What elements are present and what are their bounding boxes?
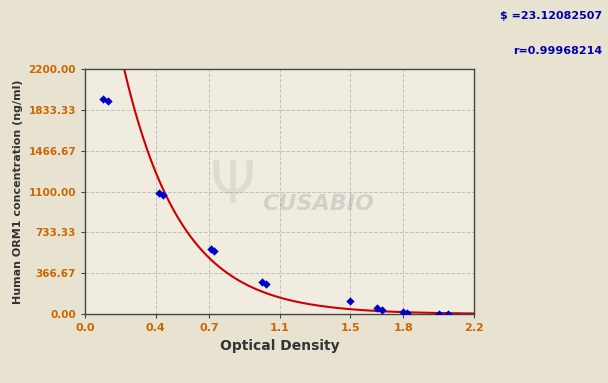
- Point: [209, 248, 219, 254]
- Point: [154, 190, 164, 196]
- Point: [257, 280, 267, 286]
- Text: Ψ: Ψ: [210, 158, 256, 215]
- Point: [402, 310, 412, 316]
- Point: [206, 246, 216, 252]
- Point: [434, 311, 444, 317]
- Point: [345, 298, 355, 304]
- Point: [372, 305, 382, 311]
- Point: [98, 96, 108, 102]
- Y-axis label: Human ORM1 concentration (ng/ml): Human ORM1 concentration (ng/ml): [13, 79, 22, 304]
- X-axis label: Optical Density: Optical Density: [220, 339, 339, 353]
- Point: [399, 309, 409, 315]
- Point: [378, 306, 387, 313]
- Text: r=0.99968214: r=0.99968214: [513, 46, 602, 56]
- Point: [158, 192, 168, 198]
- Text: CUSABIO: CUSABIO: [263, 194, 375, 214]
- Point: [261, 281, 271, 287]
- Text: $ =23.12082507: $ =23.12082507: [500, 11, 602, 21]
- Point: [443, 311, 452, 317]
- Point: [103, 97, 113, 103]
